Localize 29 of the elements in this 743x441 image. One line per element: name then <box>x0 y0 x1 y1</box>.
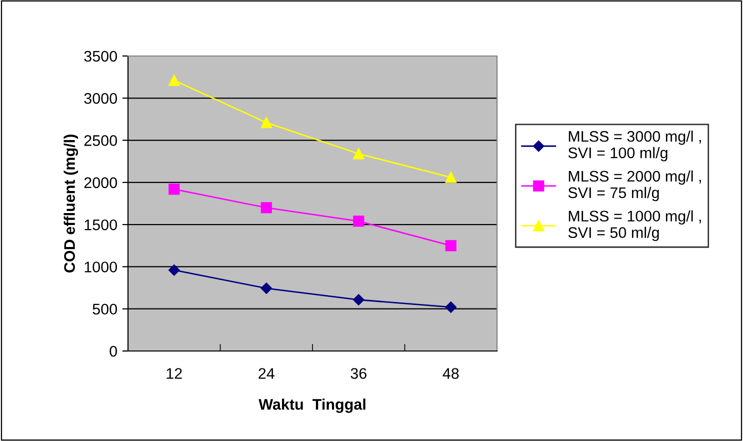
y-tick-label: 500 <box>92 304 117 315</box>
x-axis-title: Waktu Tinggal <box>258 398 366 413</box>
y-tick-label: 3500 <box>84 50 117 62</box>
y-tick-label: 3000 <box>84 93 117 104</box>
legend-label: MLSS = 3000 mg/l , SVI = 100 ml/g <box>568 130 701 162</box>
point <box>445 172 456 183</box>
point <box>353 216 364 227</box>
y-tick-label: 2500 <box>84 135 117 146</box>
x-tick-label: 48 <box>442 368 459 379</box>
y-tick-label: 2000 <box>84 177 117 188</box>
point <box>260 282 272 294</box>
point <box>168 74 180 86</box>
legend-label: MLSS = 1000 mg/l , SVI = 50 ml/g <box>568 210 701 242</box>
y-axis-title: COD effluent (mg/l) <box>64 134 78 272</box>
x-tick-label: 36 <box>350 368 366 379</box>
y-tick-label: 1000 <box>84 262 117 272</box>
x-tick-label: 12 <box>166 368 182 379</box>
point <box>260 117 272 128</box>
point <box>168 184 180 195</box>
x-tick-label: 24 <box>258 368 274 379</box>
legend-label: MLSS = 2000 mg/l , SVI = 75 ml/g <box>568 170 701 202</box>
point <box>353 294 364 306</box>
point <box>445 302 456 313</box>
point <box>353 148 364 160</box>
y-tick-label: 0 <box>110 346 117 357</box>
point <box>260 202 272 214</box>
y-tick-label: 1500 <box>84 219 117 230</box>
point <box>168 264 180 276</box>
point <box>445 240 456 252</box>
